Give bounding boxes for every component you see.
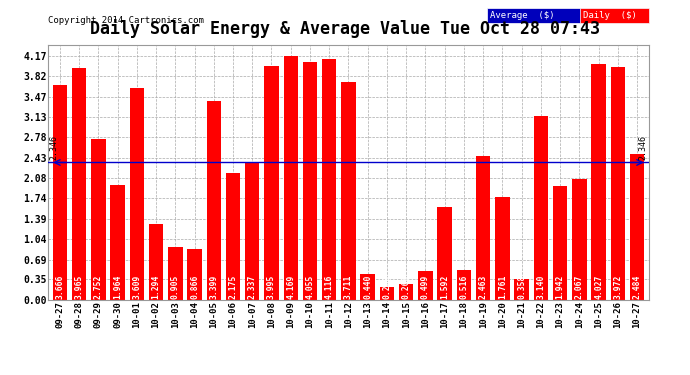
Text: 0.440: 0.440 <box>363 275 372 299</box>
Bar <box>322 59 337 300</box>
Text: 2.067: 2.067 <box>575 275 584 299</box>
Text: 3.666: 3.666 <box>55 275 64 299</box>
Text: Daily  ($): Daily ($) <box>582 11 636 20</box>
Text: 2.484: 2.484 <box>633 275 642 299</box>
Text: 2.752: 2.752 <box>94 275 103 299</box>
Text: 0.266: 0.266 <box>402 275 411 299</box>
Bar <box>476 156 491 300</box>
Bar <box>245 163 259 300</box>
Text: 2.463: 2.463 <box>479 275 488 299</box>
Bar <box>495 197 510 300</box>
Text: 1.592: 1.592 <box>440 275 449 299</box>
Text: 3.140: 3.140 <box>536 275 545 299</box>
Bar <box>264 66 279 300</box>
Bar <box>399 284 413 300</box>
Text: 1.964: 1.964 <box>113 275 122 299</box>
Text: 0.866: 0.866 <box>190 275 199 299</box>
Text: 0.499: 0.499 <box>421 275 430 299</box>
Text: 0.228: 0.228 <box>382 275 391 299</box>
Bar <box>591 64 606 300</box>
Bar <box>149 224 164 300</box>
Text: 3.609: 3.609 <box>132 275 141 299</box>
Text: 1.294: 1.294 <box>152 275 161 299</box>
Bar <box>611 67 625 300</box>
Bar <box>303 62 317 300</box>
Text: Copyright 2014 Cartronics.com: Copyright 2014 Cartronics.com <box>48 16 204 25</box>
Bar <box>206 101 221 300</box>
Bar <box>572 179 586 300</box>
Bar <box>418 271 433 300</box>
FancyBboxPatch shape <box>486 8 649 23</box>
Text: 3.972: 3.972 <box>613 275 622 299</box>
Bar <box>553 186 567 300</box>
Text: 2.337: 2.337 <box>248 275 257 299</box>
Bar <box>342 82 355 300</box>
Text: 4.169: 4.169 <box>286 275 295 299</box>
Bar <box>226 172 240 300</box>
Bar <box>130 88 144 300</box>
Bar <box>187 249 201 300</box>
Bar <box>380 286 394 300</box>
Text: Daily Solar Energy & Average Value Tue Oct 28 07:43: Daily Solar Energy & Average Value Tue O… <box>90 19 600 38</box>
FancyBboxPatch shape <box>580 8 649 23</box>
Text: 3.399: 3.399 <box>209 275 218 299</box>
Bar <box>457 270 471 300</box>
Bar <box>110 185 125 300</box>
Text: 3.995: 3.995 <box>267 275 276 299</box>
Text: 0.516: 0.516 <box>460 275 469 299</box>
Text: 3.711: 3.711 <box>344 275 353 299</box>
Text: 1.761: 1.761 <box>498 275 507 299</box>
Text: 0.905: 0.905 <box>171 275 180 299</box>
Text: 4.055: 4.055 <box>306 275 315 299</box>
Text: 4.027: 4.027 <box>594 275 603 299</box>
Text: 1.942: 1.942 <box>555 275 564 299</box>
Bar <box>52 85 67 300</box>
Text: 2.175: 2.175 <box>228 275 237 299</box>
Bar <box>515 279 529 300</box>
Text: 2.346: 2.346 <box>638 135 647 160</box>
Bar <box>284 56 298 300</box>
Bar <box>72 68 86 300</box>
Bar <box>630 154 644 300</box>
Text: Average  ($): Average ($) <box>489 11 554 20</box>
Bar <box>533 116 548 300</box>
Bar <box>437 207 452 300</box>
Text: 2.346: 2.346 <box>50 135 59 160</box>
Bar <box>360 274 375 300</box>
Bar <box>168 247 182 300</box>
Text: 4.116: 4.116 <box>325 275 334 299</box>
Bar <box>91 139 106 300</box>
Text: 3.965: 3.965 <box>75 275 83 299</box>
Text: 0.358: 0.358 <box>517 275 526 299</box>
